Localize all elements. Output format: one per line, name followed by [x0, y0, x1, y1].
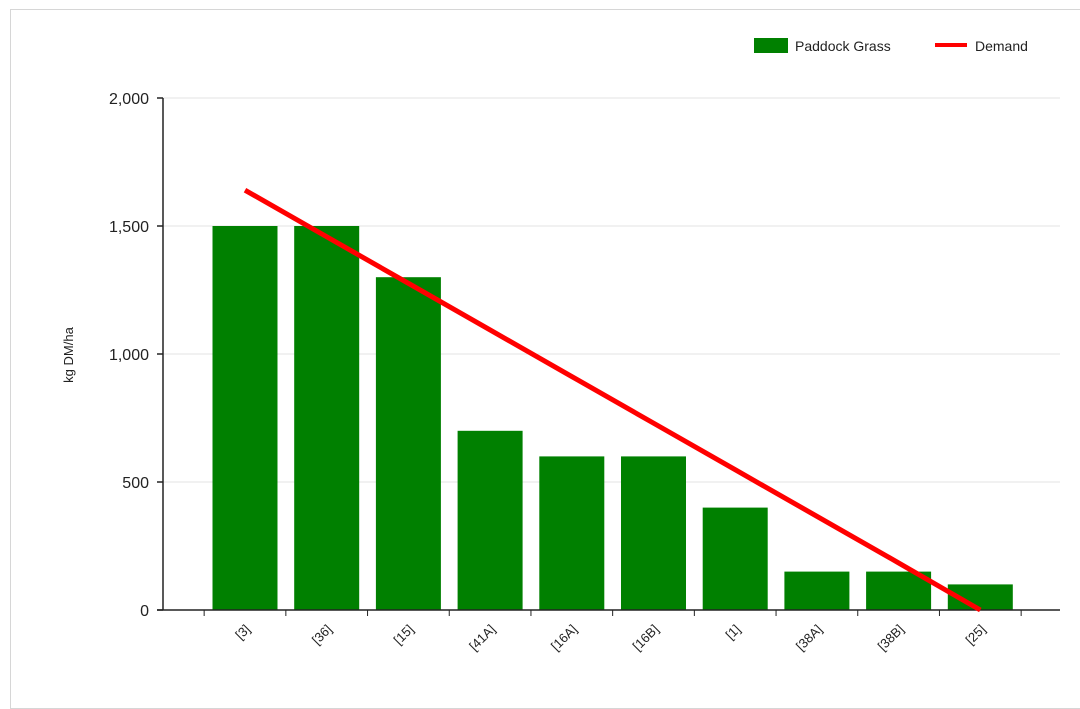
bar-[1] — [702, 507, 768, 610]
bar-[3] — [212, 226, 278, 610]
legend: Paddock Grass Demand — [754, 38, 1028, 54]
legend-label-demand: Demand — [975, 38, 1028, 54]
y-tick-label-1,000: 1,000 — [109, 347, 149, 364]
legend-label-paddock-grass: Paddock Grass — [795, 38, 891, 54]
x-category-label-[1]: [1] — [722, 622, 743, 643]
demand-line-layer — [243, 187, 982, 613]
x-category-label-[16A]: [16A] — [548, 622, 580, 654]
y-tick-label-0: 0 — [140, 603, 149, 620]
bars — [212, 226, 1013, 610]
y-axis-title: kg DM/ha — [61, 326, 76, 382]
tick-labels: 0 500 1,000 1,500 2,000 — [109, 91, 149, 620]
bar-[16A] — [539, 456, 605, 610]
y-tick-label-1,500: 1,500 — [109, 219, 149, 236]
bar-[41A] — [457, 430, 523, 610]
x-category-label-[38B]: [38B] — [875, 622, 907, 654]
x-category-label-[36]: [36] — [309, 622, 335, 648]
y-tick-label-500: 500 — [122, 475, 149, 492]
x-category-label-[41A]: [41A] — [466, 622, 498, 654]
y-tick-label-2,000: 2,000 — [109, 91, 149, 108]
legend-swatch-paddock-grass — [754, 38, 788, 53]
category-labels: [3] [36] [15] [41A] [16A] [16B] [1] [38A] [38B] [… — [232, 622, 988, 654]
demand-line — [243, 187, 982, 613]
x-category-label-[15]: [15] — [391, 622, 417, 648]
x-category-label-[16B]: [16B] — [630, 622, 662, 654]
bar-[16B] — [621, 456, 686, 610]
x-category-label-[25]: [25] — [962, 622, 988, 648]
x-category-label-[38A]: [38A] — [793, 622, 825, 654]
bar-[38A] — [784, 571, 850, 610]
bar-line-chart: 0 500 1,000 1,500 2,000 [3] [36] [15] [41A] [16A… — [61, 38, 1060, 654]
axes — [157, 97, 1060, 616]
bar-[36] — [294, 226, 360, 610]
x-category-label-[3]: [3] — [232, 622, 253, 643]
bar-[15] — [375, 277, 441, 610]
